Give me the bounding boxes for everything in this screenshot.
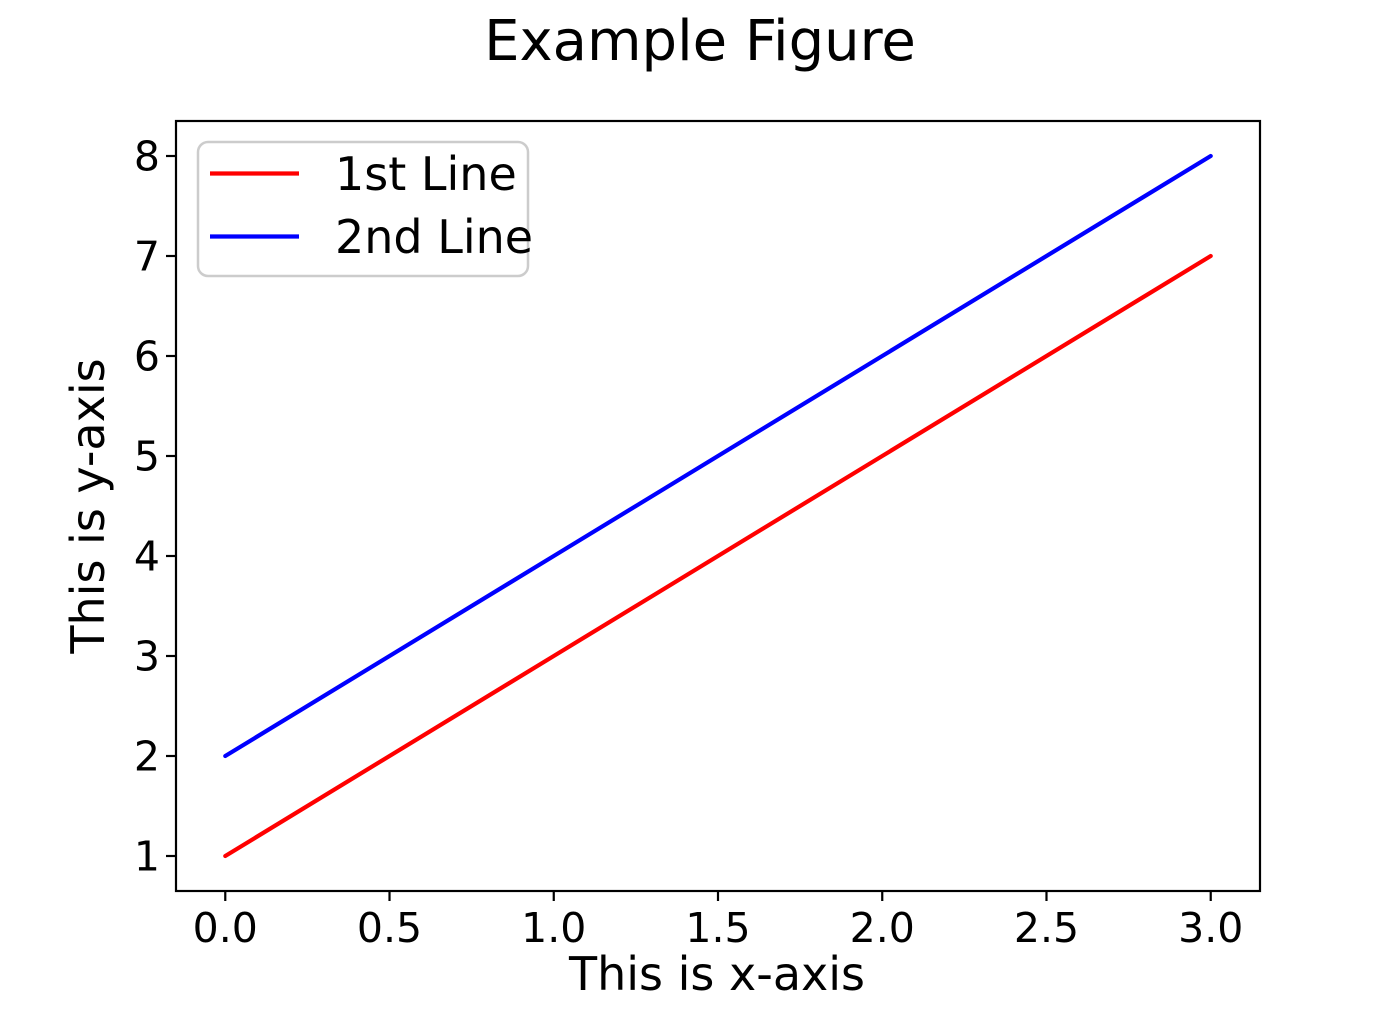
legend-entry-label: 1st Line [335,147,517,201]
x-axis-label: This is x-axis [568,947,865,1001]
series-line-0 [223,253,1213,859]
y-tick-label: 4 [134,533,160,581]
legend-entry-label: 2nd Line [335,210,533,264]
x-tick-label: 2.0 [850,904,915,952]
x-tick-label: 1.5 [685,904,750,952]
series-line-1 [223,153,1213,759]
y-tick-label: 3 [134,633,160,681]
y-tick-label: 5 [134,433,160,481]
y-tick-label: 6 [134,333,160,381]
x-tick-label: 1.0 [521,904,586,952]
x-tick-label: 0.0 [193,904,258,952]
legend: 1st Line 2nd Line [196,140,533,278]
x-tick-label: 2.5 [1014,904,1079,952]
x-tick-label: 3.0 [1178,904,1243,952]
y-tick-label: 2 [134,733,160,781]
chart-title: Example Figure [484,9,916,74]
plot-frame [174,119,1262,893]
x-tick-label: 0.5 [357,904,422,952]
y-tick-label: 8 [134,133,160,181]
y-axis-label: This is y-axis [61,358,115,654]
y-tick-label: 1 [134,833,160,881]
y-tick-label: 7 [134,233,160,281]
